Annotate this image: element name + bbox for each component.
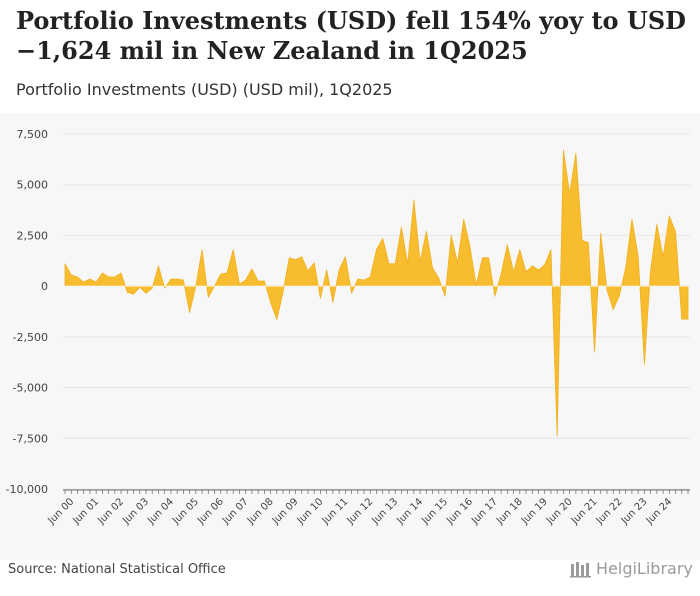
- source-note: Source: National Statistical Office: [8, 562, 226, 577]
- grid-lines: [63, 133, 690, 490]
- x-tick-label: Jun 13: [370, 496, 401, 527]
- y-tick-label: -2,500: [13, 331, 48, 344]
- y-tick-label: -10,000: [6, 483, 48, 496]
- y-tick-label: -7,500: [13, 432, 48, 445]
- y-tick-label: 7,500: [17, 128, 49, 141]
- x-tick-label: Jun 14: [394, 496, 425, 527]
- y-tick-label: 5,000: [17, 179, 49, 192]
- x-tick-label: Jun 11: [320, 496, 351, 527]
- x-tick-label: Jun 22: [594, 496, 625, 527]
- x-tick-label: Jun 17: [469, 496, 500, 527]
- x-tick-label: Jun 10: [295, 496, 326, 527]
- x-tick-label: Jun 00: [46, 496, 77, 527]
- x-tick-label: Jun 05: [170, 496, 201, 527]
- x-tick-label: Jun 03: [120, 496, 151, 527]
- brand-logo[interactable]: HelgiLibrary: [570, 559, 693, 578]
- y-tick-label: 0: [41, 280, 48, 293]
- x-tick-label: Jun 09: [270, 496, 301, 527]
- x-tick-label: Jun 04: [145, 496, 176, 527]
- chart-title: Portfolio Investments (USD) fell 154% yo…: [16, 6, 686, 65]
- y-tick-label: 2,500: [17, 229, 49, 242]
- x-tick-label: Jun 21: [569, 496, 600, 527]
- x-tick-label: Jun 12: [345, 496, 376, 527]
- x-tick-label: Jun 20: [544, 496, 575, 527]
- y-tick-label: -5,000: [13, 382, 48, 395]
- x-tick-label: Jun 02: [95, 496, 126, 527]
- x-tick-label: Jun 23: [619, 496, 650, 527]
- x-tick-label: Jun 16: [444, 496, 475, 527]
- x-tick-label: Jun 01: [70, 496, 101, 527]
- x-tick-label: Jun 19: [519, 496, 550, 527]
- x-tick-label: Jun 18: [494, 496, 525, 527]
- x-tick-label: Jun 07: [220, 496, 251, 527]
- x-tick-label: Jun 15: [419, 496, 450, 527]
- area-series: [63, 149, 690, 437]
- x-tick-label: Jun 24: [644, 496, 675, 527]
- area-path: [64, 149, 689, 437]
- x-tick-label: Jun 06: [195, 496, 226, 527]
- chart-subtitle: Portfolio Investments (USD) (USD mil), 1…: [16, 80, 393, 99]
- y-axis-ticks: -10,000 -7,500 -5,000 -2,500 0 2,500 5,000 7,50…: [6, 128, 48, 496]
- x-tick-label: Jun 08: [245, 496, 276, 527]
- brand-name: HelgiLibrary: [596, 559, 693, 578]
- library-icon: [570, 561, 591, 577]
